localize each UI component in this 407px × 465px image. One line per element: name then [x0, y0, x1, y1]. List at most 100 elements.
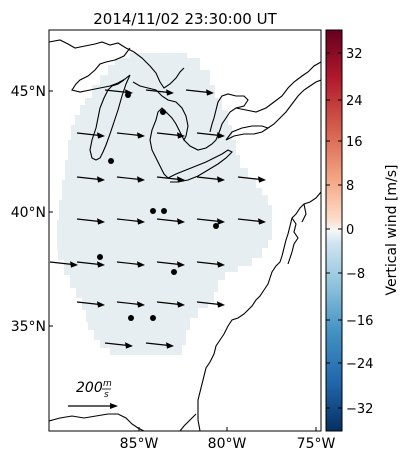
- wind-vector: [104, 342, 130, 347]
- colorbar-tick-label: −16: [346, 314, 373, 329]
- wind-vector-head: [97, 218, 105, 225]
- site-marker: [97, 254, 103, 260]
- lon-label-85: 85°W: [120, 436, 159, 452]
- wind-vector: [145, 342, 171, 347]
- wind-vector: [185, 89, 211, 94]
- lat-label-40: 40°N: [11, 205, 46, 221]
- site-marker: [161, 208, 167, 214]
- scale-unit-num: m: [103, 379, 112, 389]
- colorbar-gradient: [325, 29, 343, 432]
- wind-vector-head: [125, 342, 133, 349]
- wind-vector: [116, 176, 142, 181]
- wind-vector-head: [217, 301, 225, 308]
- lon-label-75: 75°W: [297, 436, 336, 452]
- wind-vector-head: [177, 132, 185, 139]
- wind-vector-head: [217, 176, 225, 183]
- gulf-coast: [49, 413, 145, 431]
- wind-vector-head: [97, 176, 105, 183]
- wind-vector-head: [206, 89, 214, 96]
- wind-vector: [196, 176, 222, 181]
- site-marker: [160, 109, 166, 115]
- colorbar-tick-label: 0: [346, 223, 354, 238]
- map-frame: [48, 29, 322, 432]
- site-marker: [150, 315, 156, 321]
- wind-vector-head: [125, 89, 133, 96]
- vector-scale: 200 m s: [68, 379, 118, 409]
- site-marker: [150, 208, 156, 214]
- wind-vector: [237, 176, 263, 181]
- wind-vector: [156, 261, 182, 266]
- lake-michigan-shore: [89, 74, 131, 161]
- wind-vector: [49, 261, 75, 266]
- lat-label-45: 45°N: [11, 84, 46, 100]
- site-marker: [128, 315, 134, 321]
- wind-vector-head: [166, 342, 174, 349]
- map-area: 200 m s: [49, 39, 321, 431]
- atlantic-coast: [197, 191, 321, 431]
- lake-erie-shore: [167, 149, 233, 183]
- wind-vector: [156, 301, 182, 306]
- longitude-axis: 85°W 80°W 75°W: [120, 427, 336, 452]
- colorbar: 32 24 16 8 0 −8 −16 −24 −32 Vertical wind [m/s]: [325, 29, 400, 432]
- wind-vector-head: [177, 176, 185, 183]
- lake-superior-shore: [49, 39, 185, 93]
- wind-vector-head: [70, 261, 78, 268]
- lake-ontario-shore: [225, 125, 270, 141]
- colorbar-tick-label: 32: [346, 47, 363, 62]
- florida-coast: [179, 413, 197, 431]
- wind-vector-head: [137, 301, 145, 308]
- wind-vector-head: [258, 218, 266, 225]
- wind-vector: [76, 132, 102, 137]
- wind-vector-head: [137, 261, 145, 268]
- wind-vector-head: [137, 176, 145, 183]
- wind-vector: [76, 301, 102, 306]
- wind-vector: [196, 301, 222, 306]
- northeast-coast: [235, 61, 321, 129]
- wind-vector: [145, 89, 171, 94]
- wind-vector: [76, 218, 102, 223]
- wind-vector: [116, 261, 142, 266]
- wind-vector-head: [177, 218, 185, 225]
- site-marker: [213, 223, 219, 229]
- wind-vector-head: [137, 218, 145, 225]
- site-marker: [171, 269, 177, 275]
- colorbar-ticks: 32 24 16 8 0 −8 −16 −24 −32: [326, 47, 373, 417]
- latitude-axis: 45°N 40°N 35°N: [11, 84, 53, 335]
- wind-vector: [116, 218, 142, 223]
- map-title: 2014/11/02 23:30:00 UT: [93, 10, 277, 28]
- wind-vector: [104, 89, 130, 94]
- colorbar-tick-label: −32: [346, 402, 373, 417]
- site-marker: [108, 158, 114, 164]
- wind-vector-head: [97, 301, 105, 308]
- wind-vector-head: [97, 132, 105, 139]
- colorbar-tick-label: −8: [346, 267, 365, 282]
- wind-vector: [156, 176, 182, 181]
- wind-vector: [156, 218, 182, 223]
- scale-label: 200: [76, 380, 103, 396]
- colorbar-tick-label: −24: [346, 357, 373, 372]
- wind-vector: [116, 132, 142, 137]
- wind-vector: [156, 132, 182, 137]
- wind-vector: [76, 176, 102, 181]
- wind-vector: [196, 261, 222, 266]
- lake-huron-shore: [132, 81, 249, 179]
- wind-vector-head: [97, 261, 105, 268]
- wind-vector-head: [177, 261, 185, 268]
- colorbar-tick-label: 16: [346, 135, 363, 150]
- wind-field-region: [57, 53, 272, 355]
- colorbar-tick-label: 8: [346, 179, 354, 194]
- wind-vector: [116, 301, 142, 306]
- colorbar-label: Vertical wind [m/s]: [384, 165, 400, 296]
- wind-vector-head: [217, 132, 225, 139]
- lat-label-35: 35°N: [11, 319, 46, 335]
- wind-vector-head: [177, 301, 185, 308]
- scale-unit-den: s: [104, 390, 109, 400]
- wind-vector: [76, 261, 102, 266]
- wind-vector-head: [217, 218, 225, 225]
- wind-vector: [237, 218, 263, 223]
- wind-vectors: [49, 89, 266, 349]
- wind-vector-head: [166, 89, 174, 96]
- colorbar-tick-label: 24: [346, 94, 363, 109]
